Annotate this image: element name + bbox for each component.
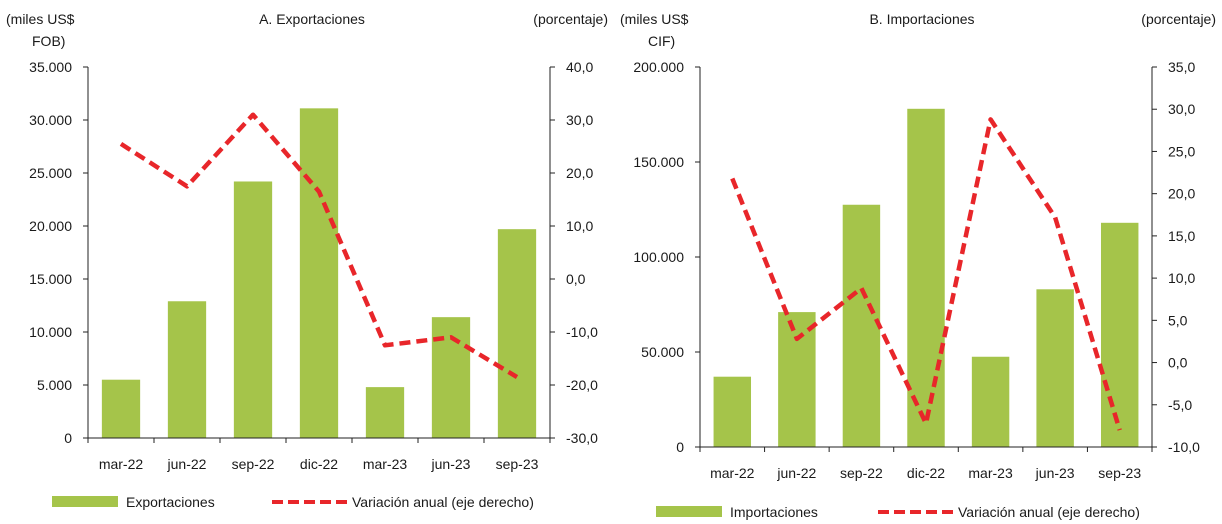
left-tick-label: 0 [676, 439, 684, 455]
x-tick-label: sep-22 [232, 456, 275, 472]
line-variacion-anual [119, 112, 519, 380]
bar-mar-22 [101, 379, 141, 438]
axes: 0 50.000 100.000 150.000 200.000 -10,0 -5,0 0,0… [633, 59, 1200, 481]
right-tick-label: -30,0 [566, 430, 598, 446]
left-tick-label: 50.000 [641, 344, 684, 360]
left-axis-unit-line2: CIF) [648, 33, 675, 49]
x-tick-label: dic-22 [907, 465, 945, 481]
x-tick-label: jun-23 [1035, 465, 1075, 481]
right-axis-unit: (porcentaje) [533, 11, 608, 27]
bar-jun-22 [778, 312, 816, 447]
left-tick-label: 5.000 [37, 377, 72, 393]
x-tick-label: mar-22 [710, 465, 755, 481]
bar-dic-22 [299, 108, 339, 438]
right-tick-label: -10,0 [566, 324, 598, 340]
right-tick-label: 35,0 [1168, 59, 1195, 75]
left-axis-unit-line1: (miles US$ [620, 11, 689, 27]
right-tick-label: 15,0 [1168, 228, 1195, 244]
left-tick-label: 10.000 [29, 324, 72, 340]
bar-sep-23 [497, 229, 537, 438]
left-axis-unit-line2: FOB) [32, 33, 65, 49]
line-variacion-anual [730, 117, 1122, 431]
legend-swatch-bars [52, 496, 118, 507]
left-tick-label: 35.000 [29, 59, 72, 75]
right-tick-label: 25,0 [1168, 143, 1195, 159]
right-tick-label: 10,0 [566, 218, 593, 234]
chart-title: A. Exportaciones [259, 11, 365, 27]
left-tick-label: 30.000 [29, 112, 72, 128]
chart-title: B. Importaciones [869, 11, 974, 27]
right-tick-label: 0,0 [566, 271, 586, 287]
left-tick-label: 200.000 [633, 59, 684, 75]
bar-series [713, 108, 1139, 448]
legend-label-line: Variación anual (eje derecho) [958, 504, 1140, 520]
legend: Importaciones Variación anual (eje derech… [656, 504, 1140, 520]
left-tick-label: 25.000 [29, 165, 72, 181]
x-tick-label: mar-23 [968, 465, 1013, 481]
left-tick-label: 100.000 [633, 249, 684, 265]
x-tick-label: jun-22 [167, 456, 207, 472]
bar-jun-22 [167, 301, 207, 438]
legend-label-bars: Exportaciones [126, 494, 215, 510]
bar-dic-22 [907, 108, 945, 448]
bar-mar-23 [365, 387, 405, 438]
left-axis-unit-line1: (miles US$ [6, 11, 75, 27]
x-tick-label: jun-22 [776, 465, 816, 481]
line-series [730, 117, 1122, 431]
right-tick-label: 5,0 [1168, 312, 1188, 328]
line-series [119, 112, 519, 380]
right-tick-label: 20,0 [566, 165, 593, 181]
x-tick-label: jun-23 [431, 456, 471, 472]
legend-label-bars: Importaciones [730, 504, 818, 520]
x-tick-label: mar-22 [99, 456, 144, 472]
chart-importaciones: (miles US$ CIF) B. Importaciones (porcen… [620, 11, 1216, 520]
right-tick-label: 10,0 [1168, 270, 1195, 286]
x-tick-label: dic-22 [300, 456, 338, 472]
right-tick-label: 30,0 [1168, 101, 1195, 117]
bar-series [101, 108, 537, 439]
right-tick-label: 40,0 [566, 59, 593, 75]
x-tick-label: mar-23 [363, 456, 408, 472]
left-tick-label: 150.000 [633, 154, 684, 170]
bar-mar-23 [971, 356, 1010, 447]
x-tick-label: sep-23 [1098, 465, 1141, 481]
left-tick-label: 0 [64, 430, 72, 446]
bar-mar-22 [713, 376, 752, 447]
legend-label-line: Variación anual (eje derecho) [352, 494, 534, 510]
bar-sep-22 [842, 204, 881, 447]
right-tick-label: 20,0 [1168, 186, 1195, 202]
bar-sep-22 [233, 181, 273, 439]
right-axis-unit: (porcentaje) [1141, 11, 1216, 27]
legend-swatch-bars [656, 506, 722, 517]
right-tick-label: -5,0 [1168, 397, 1192, 413]
left-tick-label: 20.000 [29, 218, 72, 234]
right-tick-label: 0,0 [1168, 355, 1188, 371]
right-tick-label: -20,0 [566, 377, 598, 393]
right-tick-label: -10,0 [1168, 439, 1200, 455]
x-tick-label: sep-23 [496, 456, 539, 472]
axes: 0 5.000 10.000 15.000 20.000 25.000 30.000 35.0… [29, 59, 598, 472]
right-tick-label: 30,0 [566, 112, 593, 128]
x-tick-label: sep-22 [840, 465, 883, 481]
chart-exportaciones: (miles US$ FOB) A. Exportaciones (porcen… [6, 11, 608, 510]
bar-jun-23 [1036, 289, 1074, 447]
legend: Exportaciones Variación anual (eje derech… [52, 494, 534, 510]
left-tick-label: 15.000 [29, 271, 72, 287]
bar-sep-23 [1100, 222, 1139, 447]
